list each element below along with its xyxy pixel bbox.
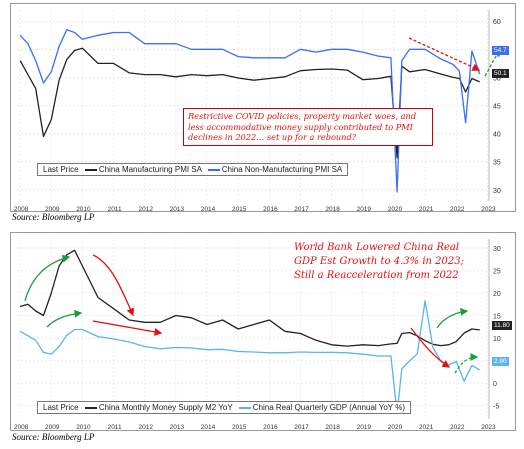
legend-swatch-manufacturing	[84, 168, 97, 171]
x-tick-label: 2015	[232, 424, 247, 430]
legend-swatch-nonmanufacturing	[207, 168, 220, 171]
legend-manufacturing: China Manufacturing PMI SA	[98, 165, 202, 174]
series-line-0-1	[19, 29, 481, 193]
x-tick-label: 2012	[139, 424, 154, 430]
legend-last-price-2: Last Price	[43, 403, 79, 412]
x-tick-label: 2012	[139, 206, 154, 211]
legend-swatch-gdp	[238, 406, 251, 409]
gdp-m2-legend: Last Price China Monthly Money Supply M2…	[37, 401, 411, 414]
y-tick-label: 35	[493, 160, 501, 167]
legend-gdp: China Real Quarterly GDP (Annual YoY %)	[252, 403, 405, 412]
annotation-arrow	[454, 353, 479, 374]
pmi-annotation: Restrictive COVID policies, property mar…	[183, 108, 433, 146]
annotation-arrow	[46, 309, 83, 328]
x-tick-label: 2019	[357, 424, 372, 430]
y-tick-label: 45	[493, 104, 501, 111]
annotation-arrow	[436, 308, 469, 329]
x-tick-label: 2016	[263, 424, 278, 430]
x-tick-label: 2021	[419, 206, 434, 211]
gdp-m2-chart-panel: -505101520253020082009201020112012201320…	[10, 232, 516, 431]
x-tick-label: 2023	[481, 206, 496, 211]
y-tick-label: 50	[493, 75, 501, 82]
last-value-gdp: 2.90	[492, 357, 509, 366]
y-tick-label: 10	[493, 336, 501, 343]
source-caption-bottom: Source: Bloomberg LP	[12, 432, 95, 442]
x-tick-label: 2011	[108, 206, 122, 211]
x-tick-label: 2022	[450, 206, 465, 211]
x-tick-label: 2023	[481, 424, 496, 430]
y-tick-label: 20	[493, 291, 501, 298]
y-tick-label: 30	[493, 188, 501, 195]
x-tick-label: 2017	[294, 424, 309, 430]
y-tick-label: 25	[493, 269, 501, 276]
annotation-arrow	[484, 49, 502, 77]
annotation-arrow	[410, 327, 451, 368]
last-value-nonmanufacturing: 54.7	[492, 46, 509, 55]
x-tick-label: 2020	[388, 206, 403, 211]
x-tick-label: 2015	[232, 206, 247, 211]
series-line-0-0	[19, 47, 480, 159]
x-tick-label: 2016	[263, 206, 278, 211]
annotation-arrow	[24, 254, 71, 302]
annotation-arrow	[92, 254, 134, 317]
x-tick-label: 2014	[201, 206, 216, 211]
y-tick-label: 60	[493, 19, 501, 26]
last-value-manufacturing: 50.1	[492, 69, 509, 78]
series-line-1-0	[19, 249, 480, 347]
x-tick-label: 2008	[14, 206, 29, 211]
x-tick-label: 2020	[388, 424, 403, 430]
series-line-1-1	[19, 300, 481, 415]
source-caption-top: Source: Bloomberg LP	[12, 212, 95, 222]
x-tick-label: 2011	[108, 424, 122, 430]
x-tick-label: 2010	[76, 424, 91, 430]
y-tick-label: 40	[493, 132, 501, 139]
x-tick-label: 2017	[294, 206, 309, 211]
x-tick-label: 2010	[76, 206, 91, 211]
x-tick-label: 2018	[325, 206, 340, 211]
x-tick-label: 2008	[14, 424, 29, 430]
y-tick-label: 30	[493, 246, 501, 253]
x-tick-label: 2014	[201, 424, 216, 430]
y-tick-label: 15	[493, 314, 501, 321]
last-value-m2: 11.80	[492, 321, 512, 330]
pmi-chart-panel: 3035404550556020082009201020112012201320…	[10, 3, 516, 212]
y-tick-label: 0	[493, 381, 497, 388]
legend-nonmanufacturing: China Non-Manufacturing PMI SA	[221, 165, 343, 174]
annotation-arrow	[92, 320, 163, 336]
legend-swatch-m2	[84, 406, 97, 409]
gdp-annotation: World Bank Lowered China Real GDP Est Gr…	[294, 242, 464, 281]
x-tick-label: 2013	[170, 424, 185, 430]
x-tick-label: 2018	[325, 424, 340, 430]
y-tick-label: -5	[493, 404, 499, 411]
legend-last-price: Last Price	[43, 165, 79, 174]
pmi-legend: Last Price China Manufacturing PMI SA Ch…	[37, 163, 349, 176]
x-tick-label: 2022	[450, 424, 465, 430]
x-tick-label: 2021	[419, 424, 434, 430]
pmi-chart: 3035404550556020082009201020112012201320…	[14, 10, 502, 211]
legend-m2: China Monthly Money Supply M2 YoY	[98, 403, 233, 412]
x-tick-label: 2013	[170, 206, 185, 211]
annotation-arrow	[408, 37, 481, 71]
x-tick-label: 2009	[45, 424, 60, 430]
x-tick-label: 2009	[45, 206, 60, 211]
x-tick-label: 2019	[357, 206, 372, 211]
